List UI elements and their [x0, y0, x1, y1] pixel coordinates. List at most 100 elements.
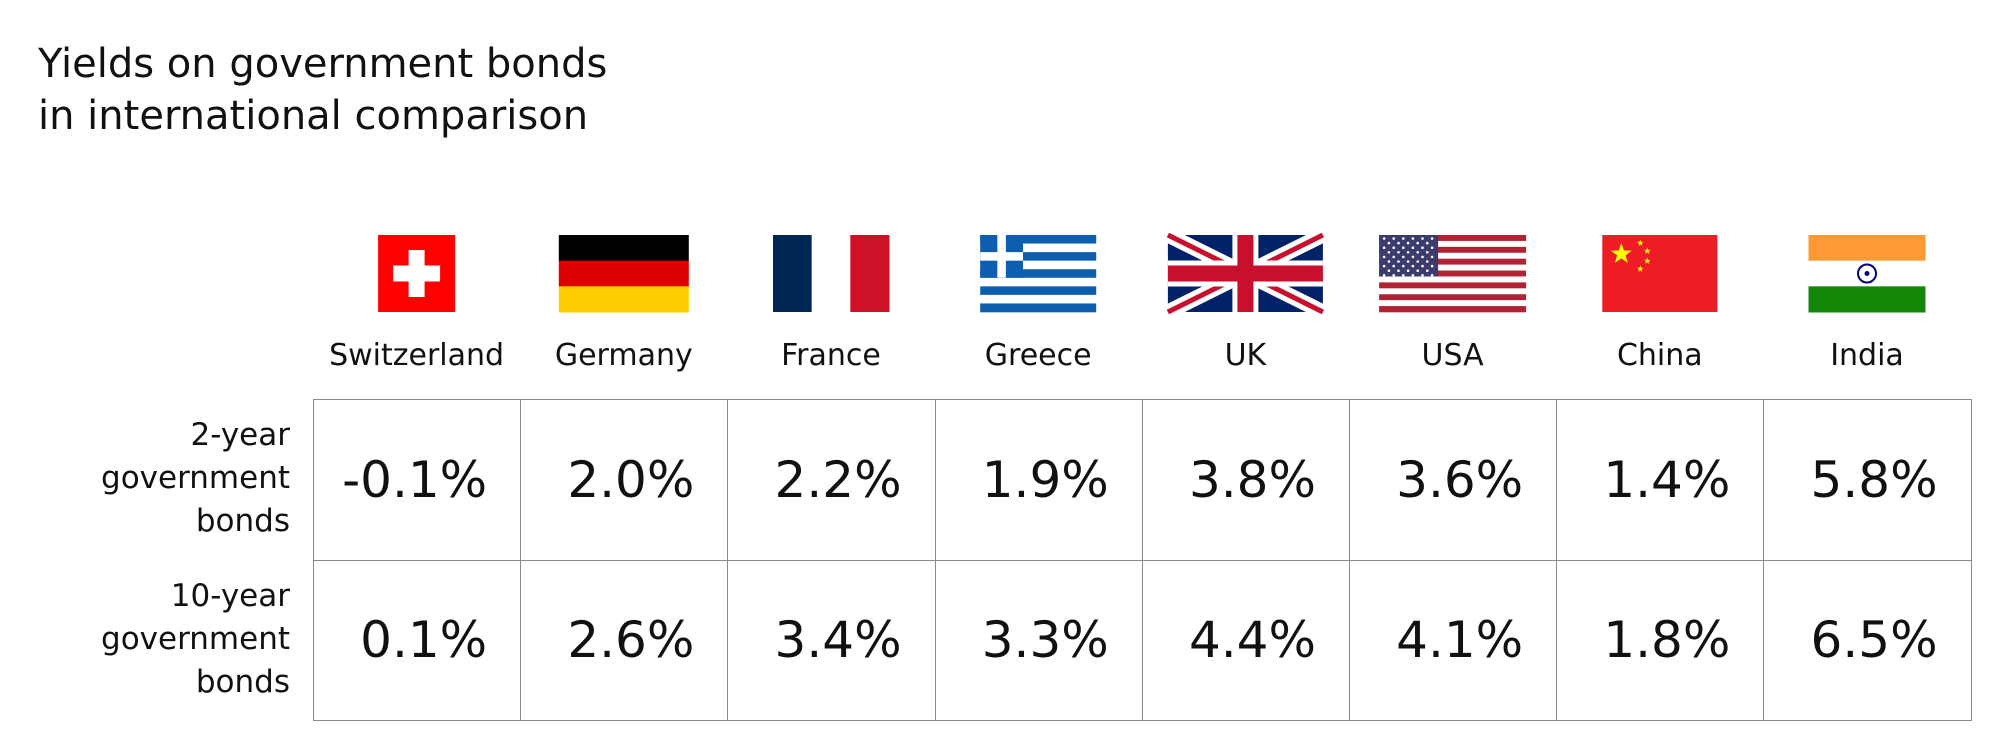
flag-star	[1402, 255, 1405, 259]
flag-star	[1402, 237, 1405, 240]
flag-bg	[1602, 235, 1718, 312]
table-cell: 3.3%	[934, 559, 1143, 721]
flag-stripe	[773, 235, 813, 312]
flag-stripe	[980, 286, 1097, 296]
column-header: India	[1830, 338, 1904, 373]
flag	[1164, 228, 1327, 319]
flag-star	[1430, 246, 1434, 249]
flag-stripe	[558, 286, 689, 313]
flag-stripe	[980, 235, 1097, 244]
flag-stripe	[980, 277, 1097, 287]
flag-star	[1397, 269, 1400, 273]
flag-stripe	[980, 252, 1097, 261]
flag-star	[1411, 246, 1415, 249]
flag-star	[1421, 274, 1424, 277]
flag-stripe	[1379, 235, 1527, 242]
flag-star	[1416, 269, 1419, 273]
flag-star	[1411, 274, 1415, 277]
table-cell: 3.6%	[1349, 399, 1558, 561]
flag-stripe	[1379, 258, 1527, 265]
flag-star	[1636, 239, 1644, 246]
flag-star	[1426, 269, 1429, 273]
flag-star	[1426, 260, 1429, 263]
column-header: Switzerland	[329, 338, 505, 373]
flag	[1808, 235, 1926, 313]
flag-star	[1382, 255, 1386, 259]
flag-cross	[997, 235, 1006, 278]
flag-star	[1387, 251, 1391, 254]
flag-cross	[1167, 265, 1323, 282]
flag-star	[1387, 241, 1391, 245]
flag-stripe	[1379, 282, 1527, 289]
flag-star	[1426, 251, 1429, 254]
flag-stripe	[811, 235, 851, 312]
flag	[980, 235, 1097, 313]
flag-star	[1392, 237, 1395, 240]
title: Yields on government bonds in internatio…	[38, 41, 608, 139]
table-cell: 4.1%	[1349, 559, 1558, 721]
flag	[558, 235, 689, 313]
flag-stripe	[1379, 306, 1527, 313]
flag-stripe	[1379, 276, 1527, 283]
table-cell: 6.5%	[1763, 559, 1972, 721]
column-header: Germany	[554, 338, 693, 373]
table-cell: 5.8%	[1763, 399, 1972, 561]
flag-star	[1382, 264, 1386, 268]
column-header: France	[781, 338, 881, 373]
flag-star	[1382, 237, 1386, 240]
flag-cross	[393, 265, 441, 282]
flag-star	[1411, 237, 1415, 240]
flag-star	[1392, 255, 1395, 259]
flag-stripe	[1808, 235, 1926, 262]
row-label: 2-year government bonds	[101, 417, 290, 539]
flag-stripe	[1379, 264, 1527, 271]
flag-star	[1430, 274, 1434, 277]
flag-star	[1421, 246, 1424, 249]
flag-star	[1406, 241, 1410, 245]
flag-stripe	[1379, 288, 1527, 295]
flag-star	[1416, 241, 1419, 245]
flag-star	[1392, 246, 1395, 249]
flag-star	[1430, 264, 1434, 268]
column-header: USA	[1421, 338, 1484, 373]
table-cell: 2.2%	[727, 399, 936, 561]
flag-star	[1421, 237, 1424, 240]
flag-star	[1402, 264, 1405, 268]
flag-star	[1411, 255, 1415, 259]
table-cell: 1.9%	[934, 399, 1143, 561]
flag-star	[1392, 274, 1395, 277]
table-cell: 2.0%	[520, 399, 729, 561]
table-cell: 1.8%	[1556, 559, 1765, 721]
table-cell: 3.4%	[727, 559, 936, 721]
flag-chakra	[1857, 263, 1877, 284]
flag	[378, 235, 456, 312]
flag-star	[1382, 274, 1386, 277]
flag-star	[1430, 255, 1434, 259]
flag-stripe	[980, 243, 1097, 253]
flag-stripe	[558, 235, 689, 262]
flag-stripe	[980, 294, 1097, 304]
flag	[773, 235, 890, 312]
flag-stripe	[1379, 252, 1527, 259]
flag-stripe	[980, 260, 1097, 270]
flag-star	[1643, 247, 1651, 254]
flag-star	[1406, 251, 1410, 254]
flag-star	[1397, 260, 1400, 263]
row-label: 10-year government bonds	[101, 577, 290, 700]
table-cell: 0.1%	[313, 559, 522, 721]
flag-stripe	[980, 303, 1097, 313]
flag-star	[1402, 274, 1405, 277]
column-header: China	[1616, 338, 1703, 373]
flag-star	[1397, 251, 1400, 254]
table-cell: 1.4%	[1556, 399, 1765, 561]
table-cell: -0.1%	[313, 399, 522, 561]
column-header: UK	[1224, 338, 1267, 373]
flag-star	[1387, 269, 1391, 273]
flag-stripe	[1379, 300, 1527, 307]
flag-stripe	[1379, 270, 1527, 277]
table-cell: 4.4%	[1141, 559, 1350, 721]
flag-star	[1402, 246, 1405, 249]
flag-star	[1421, 264, 1424, 268]
flag-star	[1406, 260, 1410, 263]
